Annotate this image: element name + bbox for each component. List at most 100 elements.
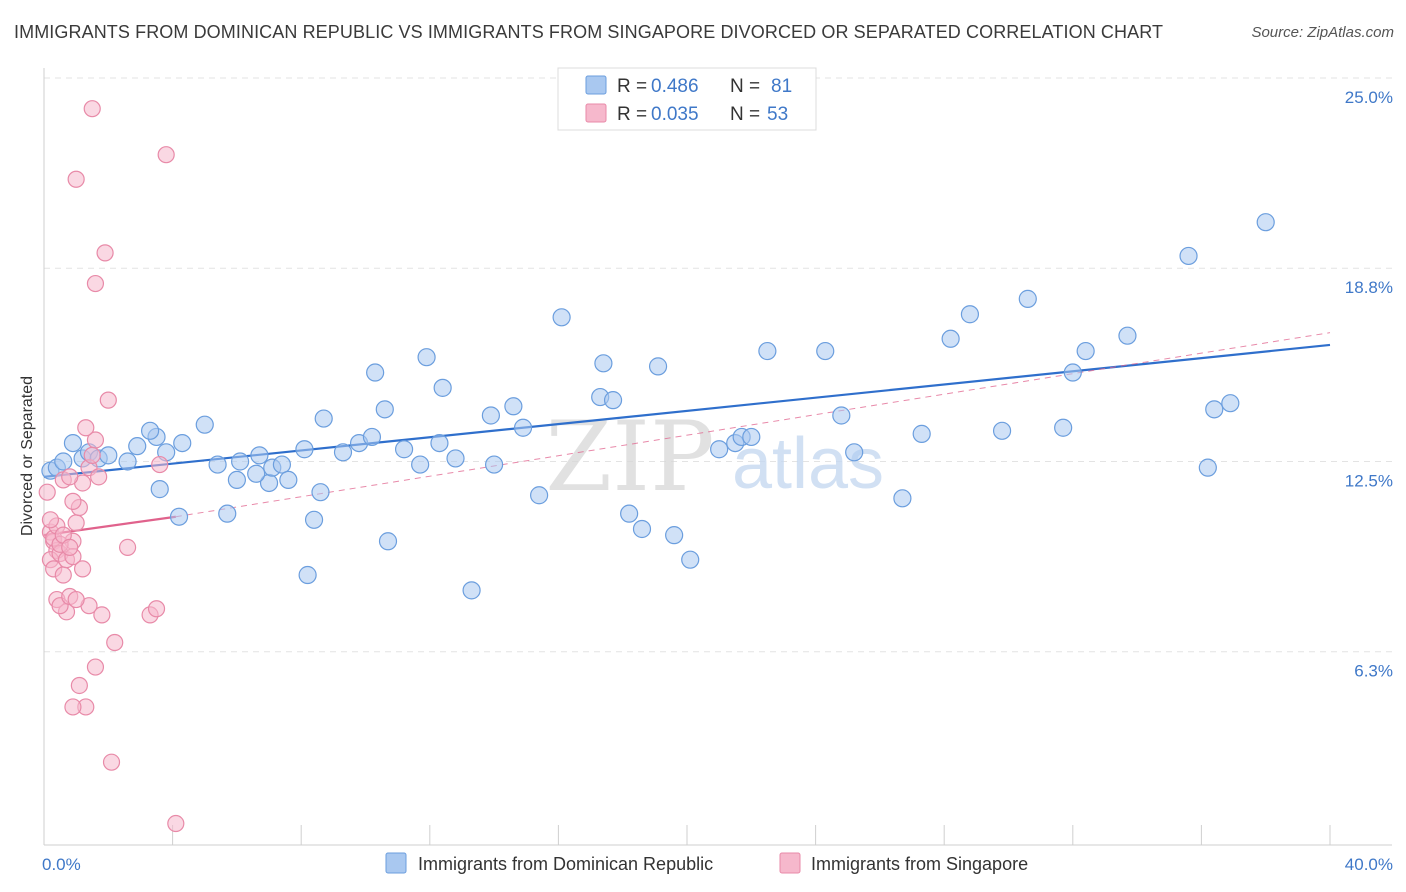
dominican-point-45 — [481, 406, 500, 425]
dominican-point-36 — [366, 363, 385, 382]
dominican-point-63 — [758, 341, 777, 361]
dominican-point-28 — [314, 409, 333, 428]
dominican-point-18 — [218, 504, 237, 523]
singapore-point-29 — [151, 455, 169, 474]
singapore-point-27 — [86, 274, 105, 293]
legend-r-label-2: R = — [617, 104, 647, 125]
singapore-point-35 — [70, 676, 88, 695]
dominican-point-70 — [960, 305, 980, 324]
singapore-point-24 — [67, 170, 85, 188]
dominican-point-79 — [1221, 394, 1240, 413]
legend-r-label-1: R = — [617, 76, 647, 97]
dominican-point-3 — [63, 433, 83, 453]
legend-n-label-1: N = — [730, 76, 760, 97]
dominican-point-25 — [247, 464, 266, 483]
x-tick-label-right: 40.0% — [1345, 855, 1393, 874]
dominican-point-13 — [150, 480, 169, 499]
dominican-point-49 — [530, 486, 549, 505]
dominican-point-68 — [912, 424, 931, 443]
dominican-point-80 — [1256, 213, 1275, 232]
dominican-point-81 — [1205, 400, 1224, 419]
singapore-point-41 — [147, 600, 166, 618]
singapore-point-21 — [77, 419, 95, 437]
dominican-point-62 — [742, 427, 761, 447]
dominican-point-55 — [632, 519, 652, 539]
singapore-point-25 — [83, 100, 101, 118]
singapore-point-20 — [61, 468, 79, 486]
x-tick-label-left: 0.0% — [42, 855, 81, 874]
dominican-point-67 — [893, 489, 912, 508]
singapore-point-34 — [86, 658, 105, 676]
singapore-point-23 — [99, 391, 117, 409]
data-points — [38, 100, 1275, 833]
dominican-point-76 — [1118, 326, 1137, 345]
dominican-point-46 — [485, 455, 504, 474]
dominican-point-53 — [594, 354, 613, 373]
legend-n-label-2: N = — [730, 104, 760, 125]
dominican-point-74 — [1063, 363, 1082, 382]
singapore-point-7 — [54, 566, 72, 584]
dominican-point-9 — [128, 437, 147, 456]
dominican-point-22 — [227, 470, 246, 490]
dominican-point-31 — [311, 483, 330, 502]
legend-n-value-1: 81 — [771, 76, 792, 97]
correlation-legend: R = 0.486 N = 81 R = 0.035 N = 53 — [557, 67, 817, 131]
y-axis-label: Divorced or Separated — [19, 376, 36, 536]
dominican-point-66 — [845, 443, 864, 462]
source-label: Source: ZipAtlas.com — [1251, 24, 1394, 41]
singapore-point-30 — [118, 538, 137, 557]
watermark: ZIP atlas — [545, 401, 884, 513]
dominican-point-24 — [272, 455, 292, 474]
dominican-point-37 — [375, 400, 394, 419]
bottom-legend-swatch-pink — [779, 852, 801, 874]
singapore-point-0 — [38, 483, 56, 501]
dominican-point-75 — [1076, 341, 1095, 361]
dominican-point-19 — [231, 452, 250, 471]
dominican-point-54 — [620, 504, 639, 523]
dominican-point-8 — [118, 452, 137, 471]
dominican-point-59 — [710, 440, 729, 459]
dominican-point-35 — [378, 532, 398, 551]
singapore-point-39 — [167, 814, 185, 833]
y-tick-label-0: 6.3% — [1354, 662, 1393, 681]
dominican-point-57 — [665, 526, 684, 545]
legend-n-value-2: 53 — [767, 104, 788, 125]
singapore-point-37 — [64, 698, 82, 716]
dominican-point-65 — [832, 406, 851, 425]
dominican-point-48 — [513, 418, 533, 437]
chart-title: IMMIGRANTS FROM DOMINICAN REPUBLIC VS IM… — [14, 22, 1164, 42]
dominican-point-71 — [992, 421, 1012, 440]
dominican-point-20 — [250, 446, 269, 465]
singapore-point-22 — [90, 468, 108, 486]
singapore-point-19 — [64, 492, 82, 510]
dominican-point-58 — [681, 550, 700, 569]
y-tick-label-3: 25.0% — [1345, 88, 1393, 107]
singapore-point-26 — [96, 244, 114, 262]
y-tick-label-1: 12.5% — [1345, 472, 1393, 491]
watermark-zip: ZIP — [545, 401, 714, 513]
dominican-point-50 — [552, 308, 571, 327]
dominican-point-12 — [140, 421, 160, 440]
bottom-legend-swatch-blue — [385, 852, 407, 874]
dominican-point-26 — [279, 470, 298, 490]
dominican-point-17 — [169, 507, 189, 526]
dominican-point-72 — [1018, 289, 1037, 308]
dominican-point-14 — [173, 433, 192, 453]
dominican-point-29 — [304, 510, 324, 529]
dominican-point-43 — [446, 449, 465, 468]
dominican-point-2 — [54, 452, 73, 471]
dominican-point-69 — [941, 329, 960, 348]
y-tick-label-2: 18.8% — [1345, 278, 1393, 297]
singapore-point-33 — [106, 633, 124, 652]
axes — [43, 68, 1392, 846]
dominican-point-56 — [648, 357, 668, 376]
dominican-point-41 — [433, 378, 452, 397]
bottom-legend-label-2: Immigrants from Singapore — [811, 854, 1028, 874]
tick-labels: 6.3% 12.5% 18.8% 25.0% 0.0% 40.0% — [42, 88, 1393, 874]
dominican-point-40 — [417, 348, 436, 367]
singapore-point-52 — [67, 590, 85, 609]
legend-swatch-blue — [585, 75, 607, 95]
dominican-point-32 — [333, 443, 353, 462]
dominican-point-78 — [1198, 458, 1217, 477]
